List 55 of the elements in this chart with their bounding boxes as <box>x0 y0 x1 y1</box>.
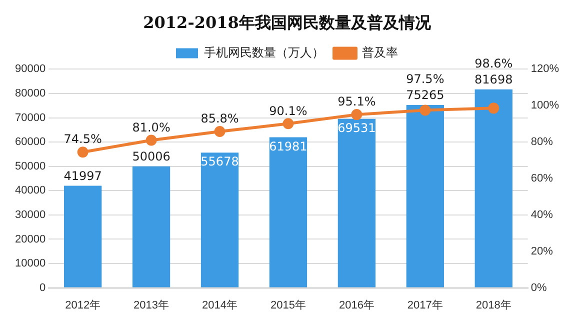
point <box>351 109 362 120</box>
y-tick-label: 50000 <box>14 160 46 172</box>
y-tick-label: 40000 <box>14 184 46 197</box>
y2-tick-label: 80% <box>530 136 554 148</box>
data-label: 98.6% <box>474 56 513 70</box>
bar <box>338 118 376 288</box>
bar <box>132 166 170 288</box>
y-tick-label: 80000 <box>14 88 46 100</box>
x-tick-label: 2016年 <box>338 299 374 312</box>
y-tick-label: 20000 <box>14 233 46 246</box>
point <box>77 146 88 158</box>
bar <box>64 186 102 288</box>
bar <box>200 152 239 288</box>
x-tick-label: 2015年 <box>270 299 306 312</box>
x-tick-label: 2012年 <box>65 299 101 312</box>
x-tick-label: 2018年 <box>476 299 512 312</box>
bar <box>474 89 512 288</box>
data-label: 95.1% <box>338 94 376 109</box>
point <box>214 126 226 137</box>
point <box>488 102 500 114</box>
y-tick-label: 30000 <box>14 208 46 221</box>
y2-tick-label: 20% <box>530 245 554 258</box>
data-label: 55678 <box>200 154 239 169</box>
y2-tick-label: 60% <box>530 172 554 185</box>
y-tick-label: 90000 <box>14 63 46 76</box>
data-label: 75265 <box>406 88 444 102</box>
data-label: 41997 <box>64 168 102 183</box>
chart-title: 2012-2018年我国网民数量及普及情况 <box>143 12 432 32</box>
point <box>146 134 157 146</box>
data-label: 90.1% <box>269 104 308 118</box>
bar <box>269 137 308 288</box>
legend-label: 普及率 <box>362 46 398 60</box>
x-tick-label: 2017年 <box>407 299 443 312</box>
data-label: 69531 <box>338 121 376 136</box>
y2-tick-label: 40% <box>530 208 554 221</box>
y-tick-label: 60000 <box>14 136 46 148</box>
data-label: 61981 <box>269 139 308 154</box>
data-label: 85.8% <box>200 112 239 126</box>
point <box>420 104 431 116</box>
y2-tick-label: 120% <box>530 63 560 76</box>
y2-tick-label: 100% <box>530 100 560 112</box>
data-label: 97.5% <box>406 72 444 86</box>
x-tick-label: 2013年 <box>134 299 170 312</box>
data-label: 74.5% <box>64 132 102 146</box>
data-label: 81698 <box>474 72 513 86</box>
y-tick-label: 70000 <box>14 112 46 124</box>
y-tick-label: 0 <box>39 282 46 294</box>
bar <box>406 104 444 288</box>
y-tick-label: 10000 <box>14 258 46 270</box>
y2-tick-label: 0% <box>530 282 547 294</box>
data-label: 81.0% <box>132 120 170 134</box>
x-tick-label: 2014年 <box>202 299 238 312</box>
data-label: 50006 <box>132 149 170 164</box>
legend-label: 手机网民数量（万人） <box>204 46 324 60</box>
point <box>282 118 294 130</box>
